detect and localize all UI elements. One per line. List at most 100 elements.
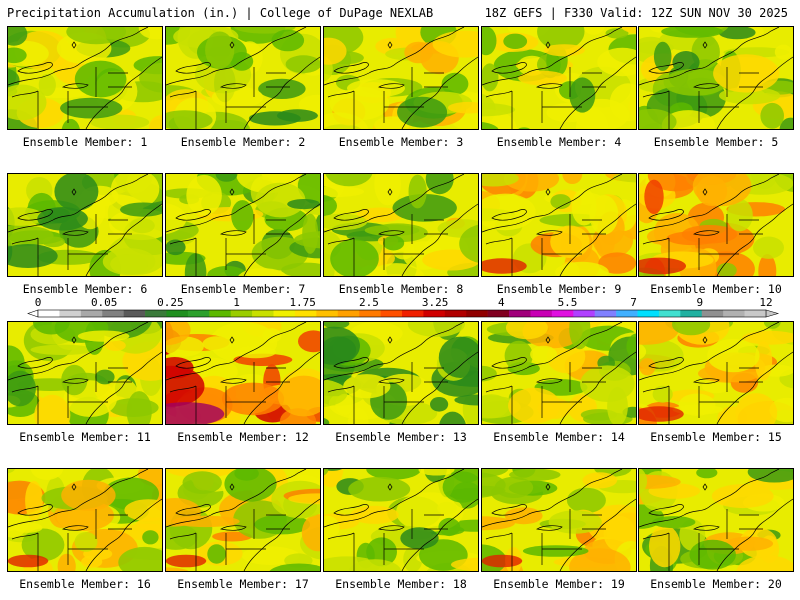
precip-map (166, 469, 320, 571)
precip-map-panel (638, 26, 794, 130)
ensemble-member-label: Ensemble Member: 7 (180, 282, 306, 296)
colorbar-swatch (637, 310, 660, 317)
ensemble-member-label: Ensemble Member: 19 (493, 577, 625, 591)
precip-map (482, 27, 636, 129)
colorbar-tick-label: 0 (35, 296, 42, 309)
precip-map (166, 322, 320, 424)
ensemble-member-label: Ensemble Member: 20 (650, 577, 782, 591)
colorbar-swatch (509, 310, 531, 317)
colorbar-tick-label: 2.5 (359, 296, 379, 309)
colorbar-swatch (187, 310, 210, 317)
precip-map-panel (481, 173, 637, 277)
precip-map-panel (165, 173, 321, 277)
precip-map (639, 469, 793, 571)
colorbar-swatch (444, 310, 467, 317)
precip-map-panel (638, 173, 794, 277)
precip-map-panel (481, 321, 637, 425)
ensemble-member-label: Ensemble Member: 8 (338, 282, 464, 296)
precip-map (639, 174, 793, 276)
colorbar-tick-label: 1.75 (289, 296, 316, 309)
ensemble-member-label: Ensemble Member: 12 (177, 430, 309, 444)
precip-map-panel (481, 468, 637, 572)
colorbar-swatch (551, 310, 574, 317)
colorbar-swatch (230, 310, 253, 317)
colorbar-swatch (380, 310, 403, 317)
colorbar-swatch (166, 310, 189, 317)
precip-map-panel (638, 321, 794, 425)
precip-map (166, 27, 320, 129)
colorbar-tick-label: 1 (233, 296, 240, 309)
precip-map-panel (481, 26, 637, 130)
precip-map (8, 469, 162, 571)
ensemble-member-label: Ensemble Member: 11 (19, 430, 151, 444)
colorbar-tick-label: 0.05 (91, 296, 118, 309)
colorbar-tick-label: 3.25 (422, 296, 449, 309)
precip-map-panel (323, 468, 479, 572)
ensemble-member-label: Ensemble Member: 1 (22, 135, 148, 149)
ensemble-member-label: Ensemble Member: 2 (180, 135, 306, 149)
colorbar-swatch (487, 310, 510, 317)
colorbar-swatch (359, 310, 381, 317)
precip-map-panel (7, 321, 163, 425)
precip-map (324, 27, 478, 129)
precip-map (324, 469, 478, 571)
ensemble-member-label: Ensemble Member: 15 (650, 430, 782, 444)
precip-map-panel (7, 26, 163, 130)
precip-map-panel (7, 468, 163, 572)
ensemble-member-label: Ensemble Member: 10 (650, 282, 782, 296)
colorbar-swatch (316, 310, 339, 317)
precip-map-panel (323, 173, 479, 277)
precip-map-panel (165, 321, 321, 425)
ensemble-member-label: Ensemble Member: 17 (177, 577, 309, 591)
precip-map (482, 322, 636, 424)
precip-map (8, 27, 162, 129)
colorbar-swatch (102, 310, 124, 317)
precip-map (8, 174, 162, 276)
ensemble-member-label: Ensemble Member: 9 (496, 282, 622, 296)
precip-map (482, 174, 636, 276)
precip-map (8, 322, 162, 424)
precip-map (324, 322, 478, 424)
colorbar-tick-label: 0.25 (157, 296, 184, 309)
precip-map-panel (323, 321, 479, 425)
page-title: Precipitation Accumulation (in.) | Colle… (7, 6, 434, 20)
ensemble-member-label: Ensemble Member: 18 (335, 577, 467, 591)
colorbar-swatch (252, 310, 274, 317)
precip-map (324, 174, 478, 276)
precip-map (639, 322, 793, 424)
ensemble-member-label: Ensemble Member: 4 (496, 135, 622, 149)
colorbar-swatch (530, 310, 553, 317)
ensemble-member-label: Ensemble Member: 13 (335, 430, 467, 444)
precip-map (639, 27, 793, 129)
colorbar-swatch (80, 310, 103, 317)
colorbar-swatch (723, 310, 745, 317)
colorbar-legend: 0 0.05 0.25 1 1.75 2.5 3.25 4 5.5 7 9 12 (27, 296, 780, 318)
colorbar-swatch (145, 310, 167, 317)
colorbar-tick-label: 12 (759, 296, 772, 309)
colorbar-swatch (209, 310, 231, 317)
ensemble-member-label: Ensemble Member: 3 (338, 135, 464, 149)
precip-map (166, 174, 320, 276)
ensemble-member-label: Ensemble Member: 16 (19, 577, 151, 591)
colorbar-swatch (701, 310, 724, 317)
colorbar-swatch (273, 310, 296, 317)
colorbar-swatch (594, 310, 617, 317)
precip-map-panel (165, 468, 321, 572)
precip-map-panel (7, 173, 163, 277)
colorbar-swatch (423, 310, 446, 317)
colorbar-swatch (573, 310, 595, 317)
ensemble-member-label: Ensemble Member: 14 (493, 430, 625, 444)
precip-map-panel (165, 26, 321, 130)
colorbar-swatch (744, 310, 767, 317)
colorbar-swatch (337, 310, 360, 317)
colorbar-swatch (402, 310, 424, 317)
colorbar-tick-label: 9 (696, 296, 703, 309)
ensemble-member-label: Ensemble Member: 6 (22, 282, 148, 296)
colorbar-swatch (616, 310, 638, 317)
colorbar-swatch (123, 310, 146, 317)
precip-map (482, 469, 636, 571)
colorbar-tick-label: 4 (498, 296, 505, 309)
colorbar-swatch (680, 310, 703, 317)
precip-map-panel (638, 468, 794, 572)
precip-map-panel (323, 26, 479, 130)
